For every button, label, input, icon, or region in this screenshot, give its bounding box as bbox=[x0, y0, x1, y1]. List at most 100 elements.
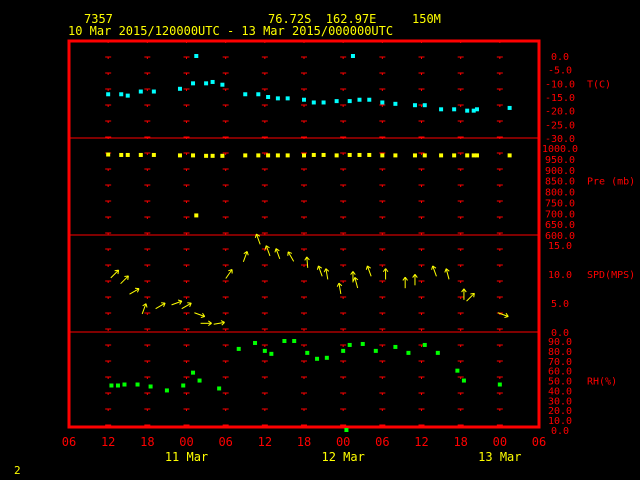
wind-arrow bbox=[181, 302, 192, 310]
wind-arrow bbox=[412, 274, 418, 286]
wind-arrow bbox=[431, 265, 437, 277]
rh-point bbox=[497, 382, 502, 387]
pressure-point bbox=[210, 153, 215, 158]
temperature-point bbox=[422, 103, 427, 108]
wind-arrow bbox=[274, 248, 281, 260]
temperature-point bbox=[210, 79, 215, 84]
temperature-tick-label: -15.0 bbox=[545, 93, 575, 104]
pressure-point bbox=[412, 153, 417, 158]
temperature-point bbox=[119, 92, 124, 97]
wind-arrow bbox=[365, 265, 372, 277]
rh-point bbox=[109, 383, 114, 388]
temperature-point bbox=[311, 100, 316, 105]
wind-arrow bbox=[304, 256, 310, 268]
pressure-point bbox=[357, 152, 362, 157]
rh-point bbox=[122, 382, 127, 387]
rh-point bbox=[148, 384, 153, 389]
rh-tick-label: 10.0 bbox=[548, 416, 572, 427]
x-tick-label: 06 bbox=[218, 435, 232, 449]
pressure-tick-label: 1000.0 bbox=[542, 144, 578, 155]
pressure-point bbox=[367, 152, 372, 157]
x-tick-label: 12 bbox=[414, 435, 428, 449]
x-tick-label: 12 bbox=[101, 435, 115, 449]
temperature-axis-label: T(C) bbox=[587, 79, 611, 90]
temperature-point bbox=[243, 92, 248, 97]
temperature-point bbox=[439, 107, 444, 112]
pressure-point bbox=[393, 153, 398, 158]
temperature-point bbox=[275, 96, 280, 101]
temperature-tick-label: -20.0 bbox=[545, 107, 575, 118]
x-tick-label: 00 bbox=[336, 435, 350, 449]
x-tick-label: 18 bbox=[297, 435, 311, 449]
wind-arrow bbox=[194, 312, 206, 319]
temperature-tick-label: -30.0 bbox=[545, 134, 575, 145]
pressure-point bbox=[151, 152, 156, 157]
temperature-point bbox=[357, 97, 362, 102]
wind-tick-label: 15.0 bbox=[548, 241, 572, 252]
x-tick-label: 18 bbox=[453, 435, 467, 449]
wind-arrow bbox=[350, 271, 356, 283]
wind-tick-label: 10.0 bbox=[548, 270, 572, 281]
temperature-point bbox=[350, 54, 355, 58]
wind-arrow bbox=[225, 269, 233, 279]
temperature-tick-label: 0.0 bbox=[551, 52, 569, 63]
rh-point bbox=[422, 342, 427, 347]
rh-point bbox=[373, 348, 378, 353]
pressure-point bbox=[302, 153, 306, 158]
pressure-point bbox=[311, 152, 316, 157]
pressure-point bbox=[119, 152, 124, 157]
rh-axis-label: RH(%) bbox=[587, 377, 617, 388]
pressure-point bbox=[220, 153, 225, 158]
pressure-point bbox=[194, 213, 199, 218]
wind-arrow bbox=[264, 245, 271, 257]
pressure-point bbox=[465, 153, 470, 158]
temperature-point bbox=[302, 97, 306, 102]
wind-tick-label: 0.0 bbox=[551, 328, 569, 339]
rh-point bbox=[217, 386, 222, 391]
wind-arrow bbox=[316, 265, 323, 277]
rh-point bbox=[135, 382, 140, 387]
rh-point bbox=[236, 346, 241, 351]
x-date-label: 11 Mar bbox=[165, 450, 208, 464]
temperature-point bbox=[474, 107, 479, 112]
rh-tick-label: 90.0 bbox=[548, 337, 572, 348]
wind-arrow bbox=[213, 320, 225, 326]
rh-point bbox=[435, 350, 440, 355]
temperature-point bbox=[256, 92, 261, 97]
pressure-point bbox=[474, 153, 479, 158]
rh-point bbox=[305, 350, 310, 355]
wind-arrow bbox=[382, 268, 389, 280]
pressure-point bbox=[243, 153, 248, 158]
wind-arrow bbox=[352, 276, 359, 289]
wind-arrow bbox=[402, 276, 408, 289]
pressure-point bbox=[321, 152, 326, 157]
temperature-point bbox=[412, 103, 417, 108]
temperature-point bbox=[507, 105, 512, 110]
temperature-point bbox=[380, 100, 385, 105]
temperature-point bbox=[452, 107, 457, 112]
temperature-point bbox=[194, 54, 199, 58]
pressure-axis-label: Pre (mb) bbox=[587, 177, 635, 188]
pressure-point bbox=[177, 153, 182, 158]
station-elevation: 150M bbox=[412, 12, 441, 26]
temperature-point bbox=[191, 81, 196, 86]
temperature-tick-label: -5.0 bbox=[548, 66, 572, 77]
temperature-point bbox=[266, 95, 271, 99]
wind-arrow bbox=[129, 287, 140, 295]
corner-label: 2 bbox=[14, 464, 21, 477]
temperature-point bbox=[393, 101, 398, 106]
x-tick-label: 12 bbox=[258, 435, 272, 449]
pressure-point bbox=[422, 153, 427, 158]
rh-point bbox=[262, 348, 267, 353]
rh-point bbox=[115, 383, 120, 388]
wind-arrow bbox=[444, 268, 450, 280]
pressure-point bbox=[452, 153, 457, 158]
wind-arrow bbox=[466, 292, 475, 302]
pressure-point bbox=[507, 153, 512, 158]
rh-tick-label: 50.0 bbox=[548, 377, 572, 388]
pressure-point bbox=[266, 153, 271, 158]
pressure-point bbox=[125, 152, 130, 157]
temperature-tick-label: -10.0 bbox=[545, 79, 575, 90]
rh-tick-label: 80.0 bbox=[548, 347, 572, 358]
